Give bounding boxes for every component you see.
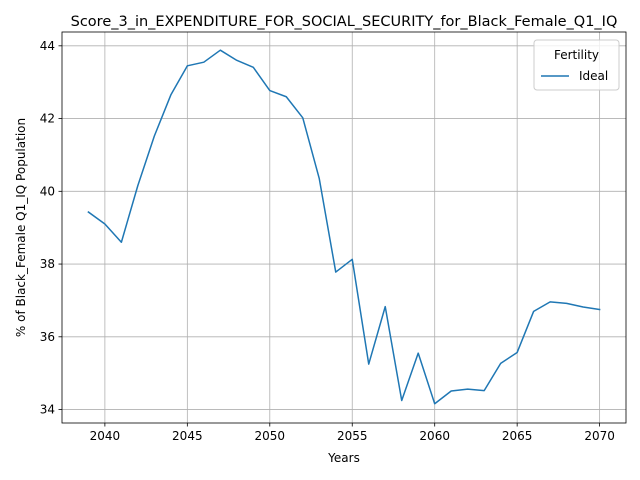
legend-box <box>533 39 620 91</box>
x-tick-label: 2055 <box>337 429 368 443</box>
x-tick-label: 2070 <box>584 429 615 443</box>
x-tick-label: 2040 <box>90 429 121 443</box>
y-axis-label: % of Black_Female Q1_IQ Population <box>14 118 28 337</box>
y-tick-label: 36 <box>40 330 55 344</box>
x-axis-label: Years <box>327 451 360 465</box>
chart-title: Score_3_in_EXPENDITURE_FOR_SOCIAL_SECURI… <box>71 14 618 30</box>
y-tick-label: 34 <box>40 403 55 417</box>
series-line-ideal <box>87 49 601 405</box>
legend-title: Fertility <box>554 48 599 62</box>
x-tick-label: 2060 <box>419 429 450 443</box>
grid-lines <box>62 32 626 423</box>
x-tick-label: 2045 <box>172 429 203 443</box>
series-line-group <box>87 49 601 405</box>
axis-ticks: 2040 2045 2050 2055 2060 2065 2070 34 36 38 40 42 44 <box>40 39 615 443</box>
y-tick-label: 38 <box>40 257 55 271</box>
legend: Fertility Ideal <box>533 39 620 91</box>
y-tick-label: 40 <box>40 184 55 198</box>
y-tick-label: 42 <box>40 112 55 126</box>
plot-frame <box>61 31 627 424</box>
x-tick-label: 2050 <box>255 429 286 443</box>
y-tick-label: 44 <box>40 39 55 53</box>
legend-entry-ideal: Ideal <box>579 69 608 83</box>
x-tick-label: 2065 <box>502 429 533 443</box>
